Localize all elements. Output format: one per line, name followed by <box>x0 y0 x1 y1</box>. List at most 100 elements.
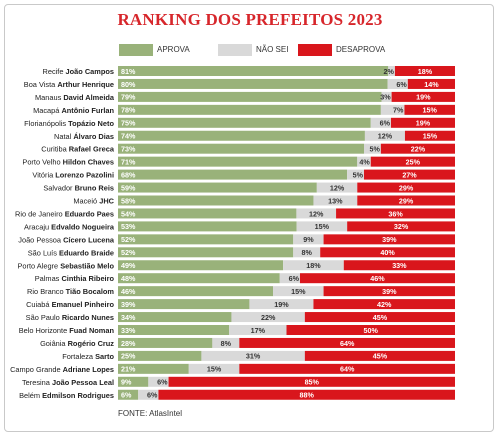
mayor-name: Lorenzo Pazolini <box>55 171 114 180</box>
data-label-n-o-sei: 31% <box>246 352 261 361</box>
row-label: Goiânia Rogério Cruz <box>40 339 114 348</box>
mayor-name: Eduardo Braide <box>59 248 114 257</box>
row-label: São Luís Eduardo Braide <box>28 248 114 257</box>
row-label: Rio Branco Tião Bocalom <box>27 287 114 296</box>
bar-desaprova <box>323 286 455 297</box>
mayor-name: Rogério Cruz <box>68 339 115 348</box>
data-label-desaprova: 36% <box>388 209 403 218</box>
bar-aprova <box>118 208 297 219</box>
data-label-aprova: 58% <box>121 196 136 205</box>
data-label-desaprova: 40% <box>380 248 395 257</box>
data-label-desaprova: 29% <box>399 183 414 192</box>
bar-aprova <box>118 66 389 76</box>
bar-n-o-sei <box>293 234 324 245</box>
row-label: Porto Velho Hildon Chaves <box>22 158 114 167</box>
bar-desaprova <box>168 376 456 387</box>
row-label: Rio de Janeiro Eduardo Paes <box>15 209 114 218</box>
bar-desaprova <box>370 156 455 167</box>
row-label: São Paulo Ricardo Nunes <box>26 313 114 322</box>
data-label-aprova: 68% <box>121 170 136 179</box>
row-label: Natal Álvaro Dias <box>54 132 114 141</box>
bar-n-o-sei <box>364 143 381 154</box>
mayor-name: Emanuel Pinheiro <box>52 300 115 309</box>
city-name: Belo Horizonte <box>19 326 70 335</box>
data-label-desaprova: 85% <box>305 378 320 387</box>
data-label-aprova: 54% <box>121 209 136 218</box>
city-name: Manaus <box>35 93 63 102</box>
data-label-desaprova: 46% <box>370 274 385 283</box>
bar-aprova <box>118 376 149 387</box>
bar-desaprova <box>404 130 455 141</box>
row-label: Aracaju Edvaldo Nogueira <box>24 222 115 231</box>
data-label-aprova: 71% <box>121 157 136 166</box>
data-label-aprova: 46% <box>121 287 136 296</box>
city-name: Recife <box>43 67 66 76</box>
data-label-desaprova: 19% <box>416 93 431 102</box>
bar-aprova <box>118 182 317 193</box>
mayor-name: Bruno Reis <box>75 184 114 193</box>
source-note: FONTE: AtlasIntel <box>118 409 183 418</box>
bar-desaprova <box>357 195 455 206</box>
data-label-n-o-sei: 15% <box>291 287 306 296</box>
row-label: Maceió JHC <box>73 197 114 206</box>
row-label: Teresina João Pessoa Leal <box>22 378 114 387</box>
data-label-aprova: 73% <box>121 145 136 154</box>
data-label-desaprova: 64% <box>340 339 355 348</box>
legend-label-aprova: APROVA <box>157 45 190 54</box>
data-label-n-o-sei: 6% <box>380 119 391 128</box>
bar-n-o-sei <box>231 312 305 323</box>
legend-swatch-desaprova <box>298 44 332 56</box>
mayor-name: Cícero Lucena <box>63 235 115 244</box>
bar-n-o-sei <box>283 260 344 271</box>
city-name: Salvador <box>43 184 74 193</box>
data-label-n-o-sei: 6% <box>396 80 407 89</box>
row-label: Porto Alegre Sebastião Melo <box>17 261 114 270</box>
data-label-desaprova: 15% <box>423 106 438 115</box>
mayor-name: João Campos <box>66 67 114 76</box>
city-name: Goiânia <box>40 339 68 348</box>
data-label-desaprova: 27% <box>402 170 417 179</box>
data-label-n-o-sei: 5% <box>369 145 380 154</box>
bar-desaprova <box>286 325 455 335</box>
city-name: Porto Velho <box>22 158 62 167</box>
bar-desaprova <box>158 389 455 400</box>
row-label: Recife João Campos <box>43 67 114 76</box>
row-label: Belo Horizonte Fuad Noman <box>19 326 115 335</box>
city-name: Palmas <box>35 274 62 283</box>
mayor-name: Álvaro Dias <box>73 132 114 141</box>
data-label-n-o-sei: 5% <box>353 170 364 179</box>
bar-aprova <box>118 260 284 271</box>
data-label-n-o-sei: 15% <box>207 365 222 374</box>
mayor-name: Cinthia Ribeiro <box>61 274 114 283</box>
mayor-name: David Almeida <box>63 93 115 102</box>
data-label-n-o-sei: 12% <box>330 183 345 192</box>
row-label: Cuiabá Emanuel Pinheiro <box>26 300 114 309</box>
data-label-desaprova: 50% <box>364 326 379 335</box>
bar-n-o-sei <box>148 376 169 387</box>
mayor-name: Eduardo Paes <box>65 209 114 218</box>
bar-n-o-sei <box>188 363 240 374</box>
mayor-name: Edmilson Rodrigues <box>42 391 114 400</box>
data-label-aprova: 21% <box>121 365 136 374</box>
data-label-n-o-sei: 7% <box>393 106 404 115</box>
bar-desaprova <box>390 117 455 128</box>
mayor-name: Edvaldo Nogueira <box>51 222 115 231</box>
data-label-aprova: 28% <box>121 339 136 348</box>
bar-desaprova <box>299 273 455 284</box>
row-label: João Pessoa Cícero Lucena <box>18 235 115 244</box>
bar-aprova <box>118 350 202 361</box>
city-name: Florianópolis <box>24 119 68 128</box>
bar-n-o-sei <box>313 195 358 206</box>
bar-aprova <box>118 325 230 335</box>
legend-item-aprova: APROVA <box>119 44 209 56</box>
data-label-n-o-sei: 22% <box>261 313 276 322</box>
row-label: Belém Edmilson Rodrigues <box>19 391 114 400</box>
data-label-desaprova: 32% <box>394 222 409 231</box>
city-name: Belém <box>19 391 42 400</box>
mayor-name: Sarto <box>95 352 114 361</box>
bar-desaprova <box>239 363 455 374</box>
bar-n-o-sei <box>316 182 358 193</box>
data-label-n-o-sei: 6% <box>147 391 158 400</box>
bar-n-o-sei <box>381 91 392 102</box>
